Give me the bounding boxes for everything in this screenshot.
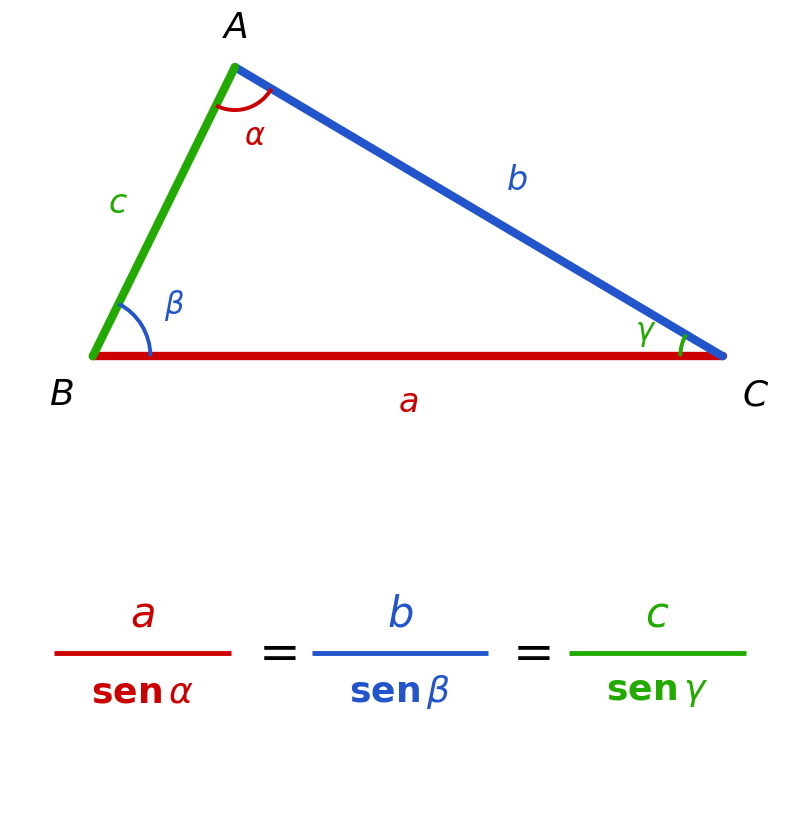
Text: $b$: $b$ [506,164,528,197]
Text: $c$: $c$ [645,593,670,635]
Text: $a$: $a$ [398,386,418,419]
Text: $c$: $c$ [108,187,128,221]
Text: $A$: $A$ [222,11,248,46]
Text: $=$: $=$ [502,628,551,677]
Text: $B$: $B$ [49,378,74,412]
Text: $\beta$: $\beta$ [164,288,185,323]
Text: $b$: $b$ [386,593,414,635]
Text: $\alpha$: $\alpha$ [245,121,266,152]
Text: $\mathbf{sen}\,\mathit{\alpha}$: $\mathbf{sen}\,\mathit{\alpha}$ [91,676,194,709]
Text: $\gamma$: $\gamma$ [635,317,657,349]
Text: $a$: $a$ [130,593,155,635]
Text: $=$: $=$ [249,628,298,677]
Text: $C$: $C$ [742,378,769,412]
Text: $\mathbf{sen}\,\mathit{\gamma}$: $\mathbf{sen}\,\mathit{\gamma}$ [606,676,709,709]
Text: $\mathbf{sen}\,\mathit{\beta}$: $\mathbf{sen}\,\mathit{\beta}$ [350,673,450,711]
